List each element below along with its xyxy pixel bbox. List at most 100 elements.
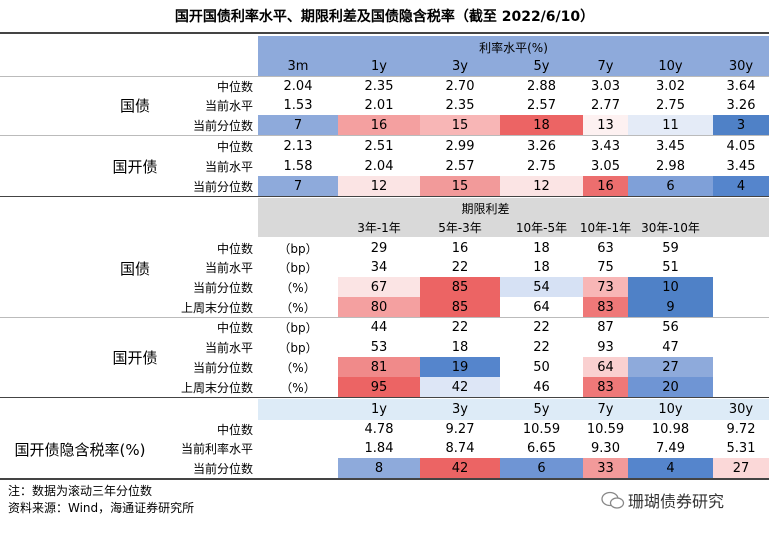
cell: 80 <box>338 297 420 317</box>
cell: 20 <box>628 377 713 397</box>
cell: 7.49 <box>656 440 685 456</box>
row-label: 中位数 <box>216 320 253 335</box>
row-label: 中位数 <box>216 422 253 437</box>
section-header: 利率水平(%) <box>479 40 548 55</box>
cell: 64 <box>583 357 628 377</box>
column-header: 1y <box>371 58 387 74</box>
row-label: 当前利率水平 <box>180 441 253 456</box>
cell: 4 <box>713 176 769 196</box>
cell: 50 <box>500 357 583 377</box>
cell: 10.59 <box>522 421 561 437</box>
cell: 16 <box>338 115 420 135</box>
cell: 3.43 <box>591 138 620 154</box>
group-label: 国开债隐含税率(%) <box>14 440 146 459</box>
group-label: 国债 <box>119 259 150 278</box>
row-label: 上周末分位数 <box>180 380 253 395</box>
cell: 3 <box>713 115 769 135</box>
cell: 27 <box>628 357 713 377</box>
rule <box>0 317 769 318</box>
cell: 29 <box>370 240 388 256</box>
cell: 3.64 <box>726 78 756 94</box>
cell: 64 <box>500 297 583 317</box>
cell: 18 <box>533 240 550 256</box>
column-header: 10y <box>658 402 683 417</box>
title: 国开国债利率水平、期限利差及国债隐含税率（截至 2022/6/10） <box>174 9 595 25</box>
cell: 1.53 <box>283 97 313 113</box>
cell: 2.75 <box>527 158 556 174</box>
cell: 2.88 <box>527 78 556 94</box>
cell: 73 <box>583 277 628 297</box>
cell: 42 <box>420 458 500 478</box>
cell: 18 <box>451 339 469 355</box>
cell: 13 <box>583 115 628 135</box>
row-label: 当前分位数 <box>192 360 253 375</box>
cell: 3.45 <box>656 138 685 154</box>
cell: 83 <box>583 377 628 397</box>
cell: 3.26 <box>527 138 556 154</box>
rule <box>0 196 769 197</box>
cell: 11 <box>628 115 713 135</box>
cell: 15 <box>420 115 500 135</box>
group-label: 国开债 <box>112 348 158 367</box>
cell: 2.01 <box>364 97 394 113</box>
cell: 42 <box>420 377 500 397</box>
cell: 2.51 <box>364 138 394 154</box>
row-label: 当前分位数 <box>192 280 253 295</box>
cell: 3.02 <box>656 78 685 94</box>
cell: 7 <box>258 176 338 196</box>
row-label: 上周末分位数 <box>180 300 253 315</box>
column-header: 3y <box>452 402 468 417</box>
cell: 5.31 <box>726 440 756 456</box>
cell: 75 <box>597 259 614 275</box>
rule <box>0 135 769 136</box>
cell: 7 <box>258 115 338 135</box>
cell: 18 <box>533 259 550 275</box>
cell: 8.74 <box>445 440 475 456</box>
cell: 16 <box>451 240 469 256</box>
row-label: 中位数 <box>216 79 253 94</box>
cell: 3.05 <box>591 158 620 174</box>
note: 资料来源：Wind，海通证券研究所 <box>8 501 195 515</box>
column-header: 5年-3年 <box>438 220 482 235</box>
column-header: 7y <box>597 402 614 417</box>
cell: 2.13 <box>283 138 313 154</box>
cell: 10.98 <box>651 421 690 437</box>
header-band <box>258 198 769 237</box>
column-header: 1y <box>371 402 387 417</box>
cell: 46 <box>500 377 583 397</box>
cell: 2.04 <box>283 78 313 94</box>
cell: 8 <box>338 458 420 478</box>
cell: 59 <box>662 240 679 256</box>
cell: 22 <box>451 259 469 275</box>
unit: （%） <box>280 280 316 295</box>
column-header: 3m <box>287 58 309 74</box>
cell: 53 <box>370 339 388 355</box>
cell: 4 <box>628 458 713 478</box>
group-label: 国债 <box>119 96 150 115</box>
cell: 54 <box>500 277 583 297</box>
cell: 6 <box>500 458 583 478</box>
section-header: 期限利差 <box>461 201 510 216</box>
note: 注：数据为滚动三年分位数 <box>8 484 153 498</box>
row-label: 中位数 <box>216 139 253 154</box>
cell: 12 <box>338 176 420 196</box>
unit: （bp） <box>278 260 318 275</box>
rule <box>0 76 769 77</box>
cell: 2.35 <box>364 78 394 94</box>
cell: 4.78 <box>364 421 394 437</box>
cell: 33 <box>583 458 628 478</box>
unit: （bp） <box>278 241 318 256</box>
rule <box>0 397 769 398</box>
cell: 27 <box>713 458 769 478</box>
rule <box>0 478 769 480</box>
row-label: 当前分位数 <box>192 461 253 476</box>
header-band <box>258 36 769 76</box>
cell: 22 <box>533 319 550 335</box>
cell: 3.03 <box>591 78 620 94</box>
row-label: 当前水平 <box>204 260 253 275</box>
column-header: 30年-10年 <box>641 220 700 235</box>
cell: 2.77 <box>591 97 620 113</box>
cell: 34 <box>370 259 388 275</box>
unit: （%） <box>280 380 316 395</box>
